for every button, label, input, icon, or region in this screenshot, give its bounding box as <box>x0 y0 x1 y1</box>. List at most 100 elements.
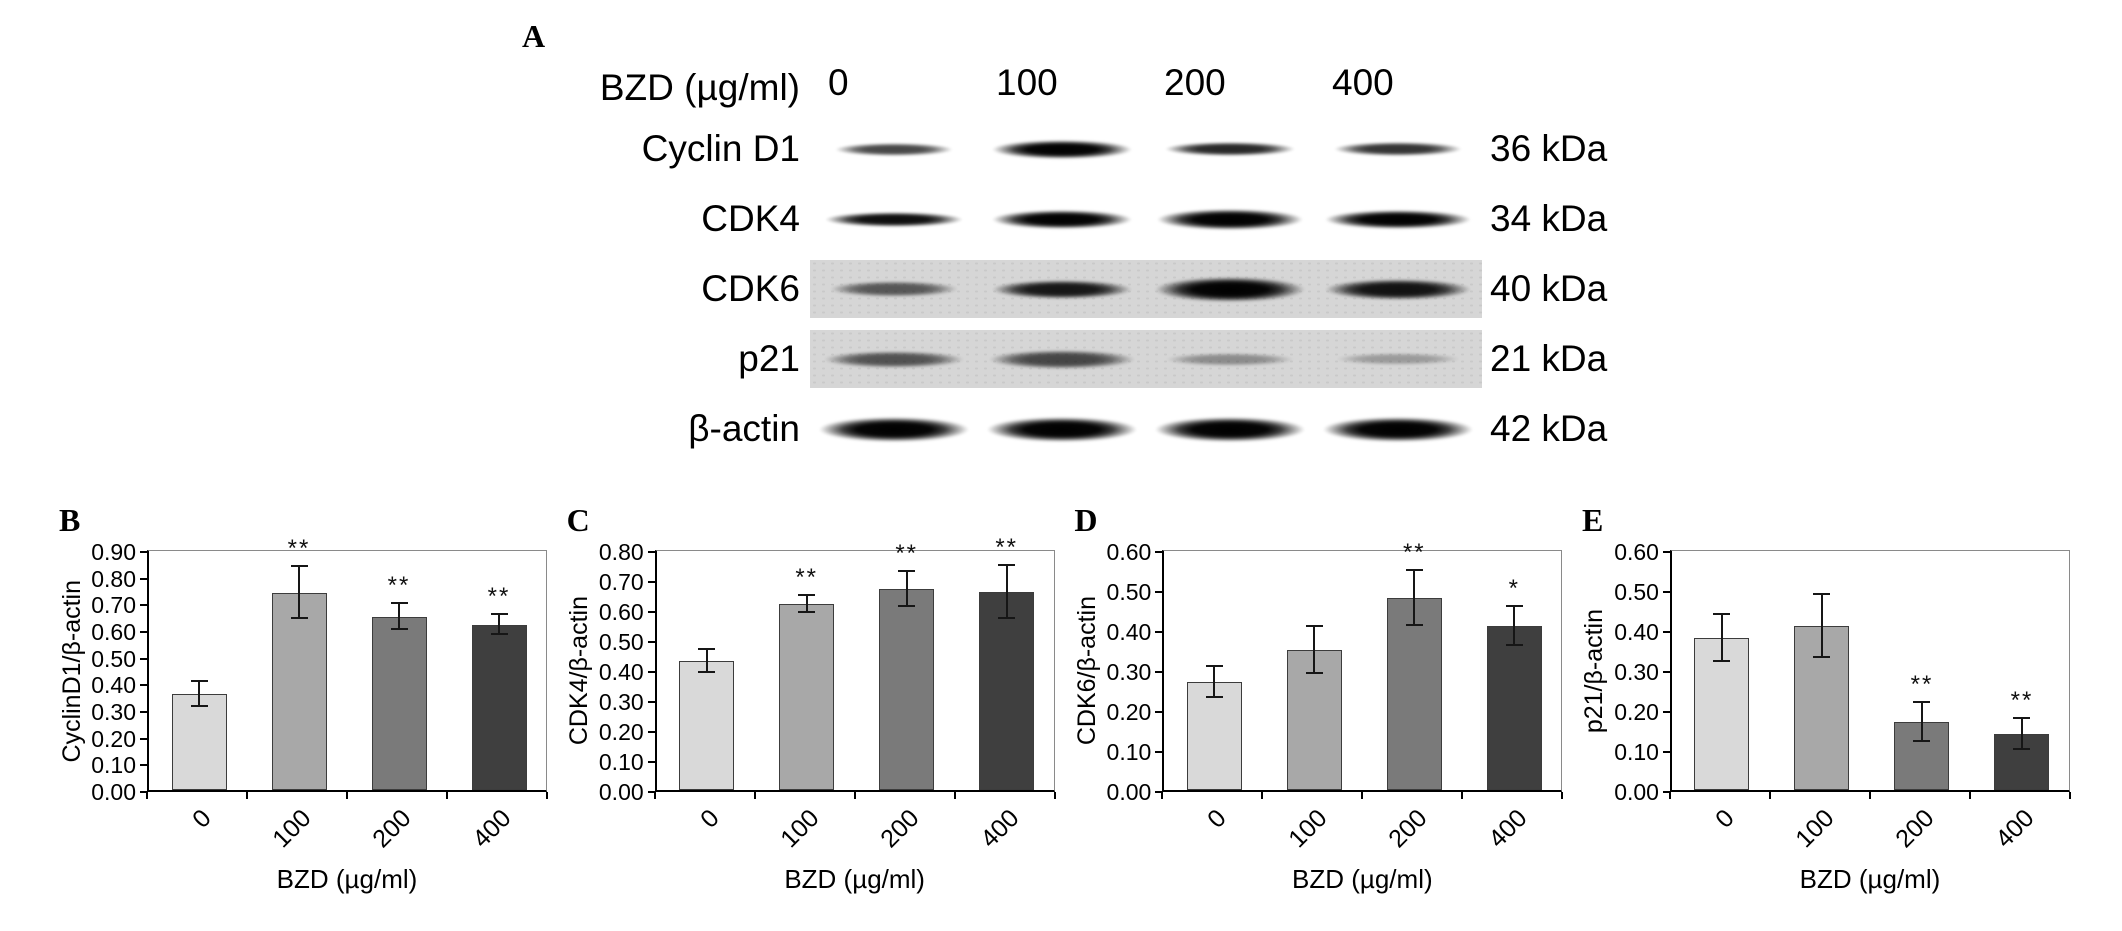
blot-lane <box>810 190 978 248</box>
y-tick-mark <box>140 577 147 580</box>
blot-lane <box>1314 260 1482 318</box>
blot-lane <box>1314 330 1482 388</box>
bar <box>1186 682 1242 790</box>
blot-lane <box>810 260 978 318</box>
error-bar <box>1920 702 1923 742</box>
y-tick-mark <box>140 711 147 713</box>
significance-stars: ** <box>387 572 411 600</box>
lane-concentration: 0 <box>828 62 849 103</box>
error-cap-bottom <box>698 671 716 673</box>
protein-label: p21 <box>738 338 800 379</box>
error-cap-bottom <box>1305 672 1323 674</box>
y-tick-mark <box>647 581 655 583</box>
x-tick-label: 200 <box>1382 804 1433 854</box>
y-axis-title-wrap: CDK6/β-actin <box>1070 550 1104 792</box>
y-tick-mark <box>1662 631 1670 633</box>
y-tick-mark <box>140 791 147 793</box>
blot-lane <box>978 190 1146 248</box>
significance-stars: ** <box>1910 671 1934 698</box>
x-tick-mark <box>1261 792 1264 799</box>
y-ticks: 0.00 0.10 0.20 0.30 0.40 0.50 0.60 0.70 0.80 <box>597 539 655 805</box>
x-tick-mark <box>146 792 148 799</box>
y-tick-mark <box>1155 591 1163 593</box>
y-axis-title: p21/β-actin <box>1580 608 1609 734</box>
x-axis-title: BZD (µg/ml) <box>276 864 418 894</box>
y-axis-title: CDK4/β-actin <box>565 596 594 746</box>
bar <box>1694 638 1750 790</box>
error-bar <box>905 571 908 607</box>
error-bar <box>1413 570 1416 626</box>
blot-row: CDK6 40 kDa <box>520 260 1607 318</box>
y-tick-label: 0.50 <box>1106 579 1152 605</box>
y-tick-label: 0.60 <box>598 599 644 625</box>
panel-letter: A <box>522 18 546 54</box>
x-tick-mark <box>953 792 956 799</box>
y-tick-label: 0.40 <box>598 659 644 685</box>
y-tick-label: 0.90 <box>91 539 136 565</box>
error-cap-top <box>1205 665 1223 667</box>
y-axis-title-wrap: p21/β-actin <box>1578 550 1612 792</box>
x-axis-title: BZD (µg/ml) <box>1291 864 1433 894</box>
x-tick-mark <box>1668 792 1671 799</box>
error-bar <box>1513 606 1516 646</box>
blot-strip <box>810 120 1482 178</box>
y-tick-label: 0.80 <box>598 539 644 565</box>
bar <box>979 592 1035 790</box>
y-tick-label: 0.50 <box>1614 579 1659 605</box>
significance-stars: ** <box>995 534 1018 561</box>
x-tick-mark <box>446 792 448 799</box>
y-tick-label: 0.50 <box>91 645 136 672</box>
error-cap-top <box>2013 717 2031 719</box>
blot-strip <box>810 260 1482 318</box>
bar <box>679 661 735 790</box>
y-tick-label: 0.30 <box>1614 659 1659 685</box>
plot-area: ** * <box>1162 539 1563 792</box>
y-tick-mark <box>647 701 655 703</box>
blot-lane <box>1146 260 1314 318</box>
y-tick-mark <box>647 641 655 643</box>
significance-stars: ** <box>795 564 818 591</box>
y-tick-mark <box>1662 671 1670 673</box>
panel-letter: B <box>59 502 81 538</box>
y-tick-label: 0.20 <box>91 725 136 752</box>
blot-lane <box>1146 400 1314 458</box>
error-cap-top <box>798 594 816 596</box>
y-tick-label: 0.00 <box>91 779 136 805</box>
x-tick-mark <box>2068 792 2071 799</box>
y-tick-mark <box>1155 711 1163 713</box>
blot-band <box>1325 278 1471 300</box>
bar <box>1486 626 1542 790</box>
blot-band <box>989 349 1135 369</box>
panel-letter: E <box>1581 502 1604 538</box>
error-cap-top <box>1913 701 1931 703</box>
x-tick-label: 0 <box>1202 804 1233 834</box>
error-bar <box>1820 594 1823 658</box>
blot-band <box>819 416 969 442</box>
panel-letter: D <box>1074 502 1098 538</box>
error-cap-bottom <box>1713 660 1731 662</box>
x-axis-title: BZD (µg/ml) <box>1799 864 1941 894</box>
y-tick-mark <box>140 764 147 767</box>
x-ticks: 0 100 200 400 <box>1668 792 2071 862</box>
x-tick-mark <box>346 792 348 799</box>
blot-lane <box>978 260 1146 318</box>
blot-strip <box>810 190 1482 248</box>
error-bar <box>1720 614 1723 662</box>
x-tick-mark <box>546 792 548 799</box>
x-tick-mark <box>1868 792 1871 799</box>
y-tick-label: 0.80 <box>91 565 136 592</box>
blot-rows: Cyclin D1 36 kDa CDK4 34 kDa CDK6 40 kDa p21 21… <box>520 120 1608 458</box>
chart-panel-D: D CDK6/β-actin 0.00 0.10 0.20 0.30 0.40 0.50 0… <box>1070 500 1564 898</box>
y-tick-mark <box>647 551 655 553</box>
x-tick-label: 400 <box>1482 804 1533 854</box>
x-tick-label: 200 <box>875 804 925 854</box>
bar <box>271 592 327 790</box>
x-tick-label: 400 <box>1990 804 2040 854</box>
x-tick-label: 200 <box>1890 804 1940 854</box>
blot-band <box>1325 209 1471 229</box>
error-bar <box>398 603 400 630</box>
blot-band <box>1155 416 1305 442</box>
blot-lane <box>1146 190 1314 248</box>
y-tick-mark <box>1155 791 1163 793</box>
